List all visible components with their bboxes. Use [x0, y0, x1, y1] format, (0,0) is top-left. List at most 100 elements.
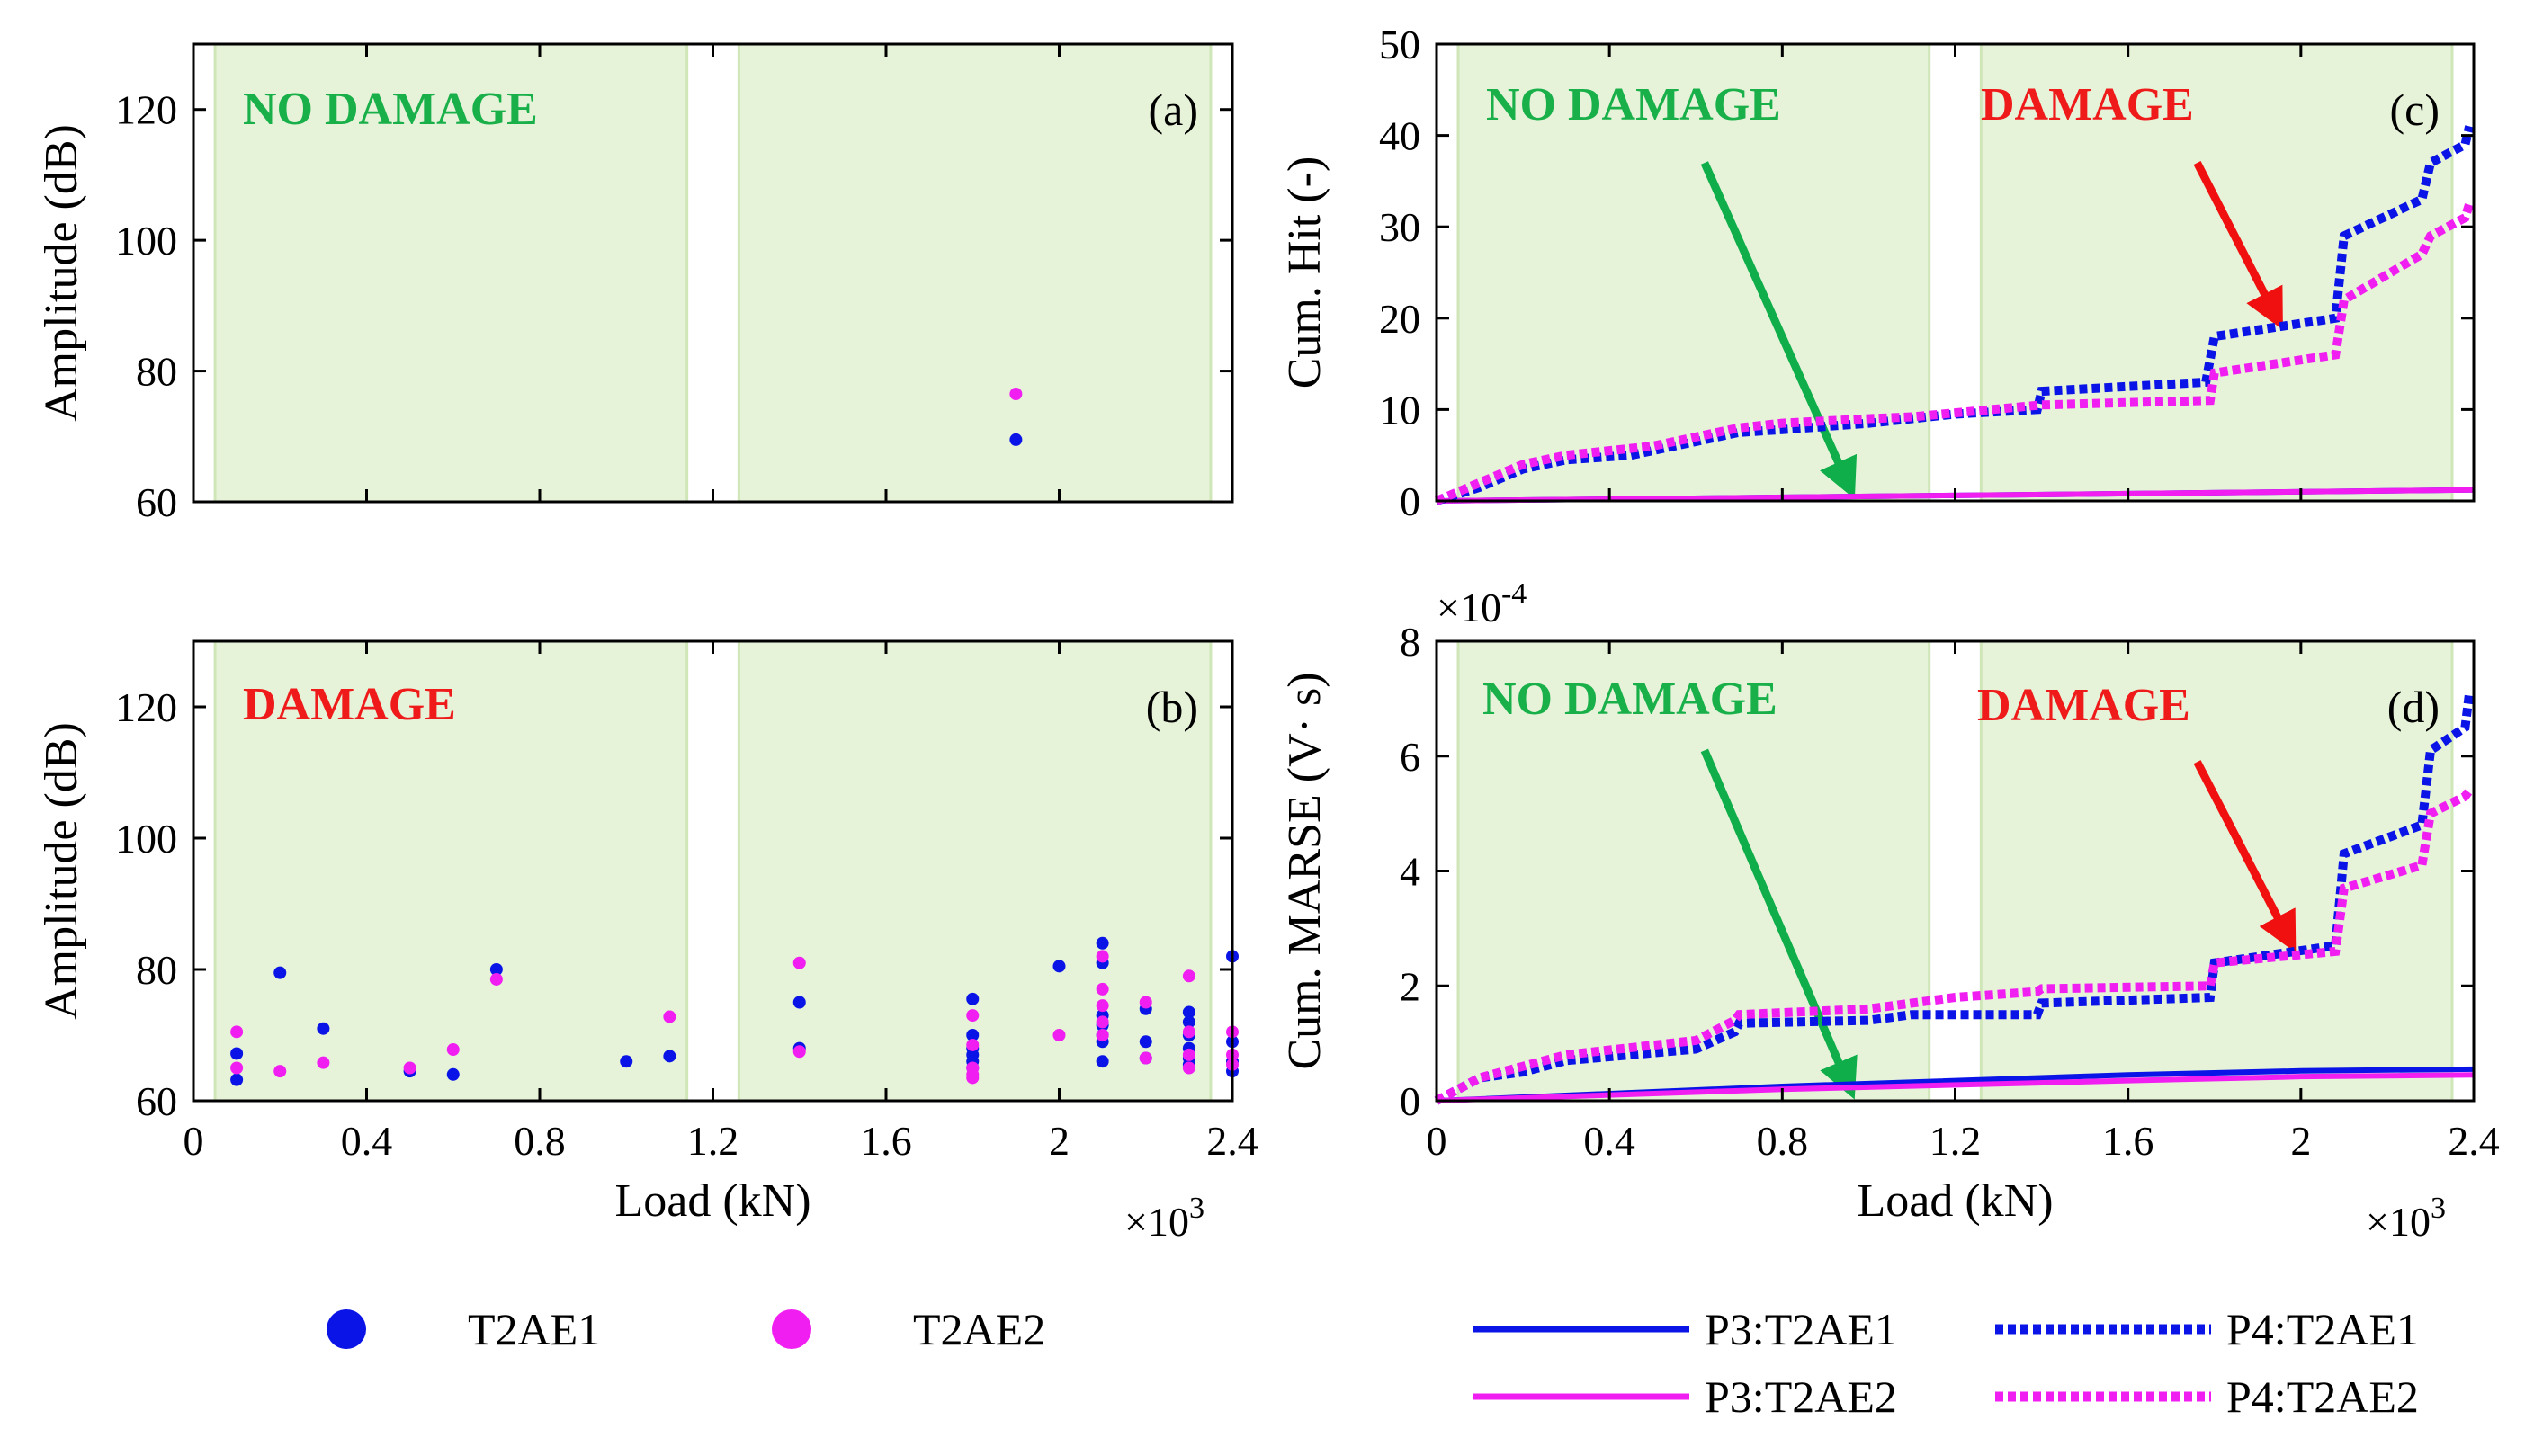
y-tick-label: 20 [1379, 296, 1420, 342]
chart-panel-c: NO DAMAGE DAMAGE (c) 0 10 20 30 40 50 Cum. Hit (-… [1279, 22, 2476, 524]
point-t2ae1 [966, 992, 980, 1005]
series-line-p4-t2ae1-dotted [1434, 692, 2475, 1105]
y-tick-label: 80 [136, 947, 177, 993]
y-tick-label: 6 [1400, 734, 1420, 780]
point-t2ae1 [489, 963, 503, 976]
shaded-region [737, 42, 1213, 504]
point-t2ae2 [1139, 1051, 1152, 1065]
x-multiplier: ×103 [2366, 1192, 2446, 1245]
point-t2ae2 [489, 972, 503, 986]
point-t2ae2 [1182, 1025, 1195, 1039]
x-multiplier: ×103 [1124, 1192, 1204, 1245]
point-t2ae2 [966, 1009, 980, 1023]
point-t2ae1 [273, 966, 287, 979]
y-tick-label: 0 [1400, 1078, 1420, 1124]
chart-panel-b: DAMAGE (b) 60 80 100 120 0 0.4 0.8 1.2 1.6 2 2.4 Ampl… [36, 639, 1258, 1245]
y-tick-label: 2 [1400, 963, 1420, 1009]
point-t2ae2 [792, 956, 806, 969]
x-axis-label: Load (kN) [614, 1175, 810, 1227]
point-t2ae2 [792, 1045, 806, 1059]
x-tick-label: 2 [1049, 1118, 1070, 1164]
y-axis-label: Cum. Hit (-) [1279, 156, 1330, 389]
y-axis-label: Cum. MARSE (V· s) [1279, 672, 1330, 1069]
shaded-region [213, 42, 689, 504]
x-tick-label: 1.6 [860, 1118, 912, 1164]
x-axis-label: Load (kN) [1857, 1175, 2053, 1227]
legend-right: P3:T2AE1 P4:T2AE1 P3:T2AE2 P4:T2AE2 [1473, 1304, 2419, 1422]
series-line-p3-t2ae2-solid [1436, 1072, 2475, 1103]
y-multiplier: ×10-4 [1437, 577, 1527, 630]
x-tick-label: 2.4 [2448, 1118, 2500, 1164]
panel-label: (d) [2387, 682, 2440, 732]
y-tick-label: 60 [136, 1078, 177, 1124]
point-t2ae2 [1009, 388, 1023, 401]
y-tick-label: 100 [115, 816, 177, 862]
legend-label: T2AE1 [468, 1304, 600, 1354]
y-tick-label: 40 [1379, 113, 1420, 159]
shaded-region [1979, 639, 2454, 1103]
x-tick-label: 0 [1427, 1118, 1447, 1164]
x-tick-label: 0 [184, 1118, 204, 1164]
point-t2ae1 [663, 1050, 676, 1063]
point-t2ae2 [1096, 982, 1109, 996]
y-tick-label: 0 [1400, 478, 1420, 524]
y-tick-label: 120 [115, 684, 177, 730]
green-arrow [1700, 748, 1858, 1100]
point-t2ae2 [273, 1065, 287, 1078]
legend-label: P4:T2AE2 [2226, 1371, 2419, 1422]
zone-label: NO DAMAGE [1482, 674, 1777, 725]
y-tick-label: 30 [1379, 204, 1420, 250]
point-t2ae1 [1139, 1035, 1152, 1049]
panel-label: (a) [1149, 85, 1199, 135]
green-arrow [1700, 161, 1858, 500]
point-t2ae2 [1182, 1048, 1195, 1061]
zone-label: NO DAMAGE [243, 84, 538, 135]
y-axis-label: Amplitude (dB) [36, 124, 87, 422]
point-t2ae2 [230, 1061, 244, 1075]
x-tick-label: 0.8 [514, 1118, 566, 1164]
point-t2ae1 [966, 1029, 980, 1041]
y-tick-label: 100 [115, 218, 177, 264]
point-t2ae1 [317, 1022, 330, 1035]
y-axis-label: Amplitude (dB) [36, 722, 87, 1020]
point-t2ae2 [1096, 999, 1109, 1013]
point-t2ae2 [317, 1056, 330, 1069]
panel-label: (c) [2390, 85, 2440, 135]
point-t2ae1 [792, 996, 806, 1009]
x-tick-label: 0.4 [341, 1118, 393, 1164]
point-t2ae2 [403, 1061, 416, 1075]
legend-label: P3:T2AE1 [1705, 1304, 1897, 1354]
point-t2ae1 [1009, 433, 1023, 446]
zone-label: DAMAGE [243, 679, 456, 730]
legend-label: P4:T2AE1 [2226, 1304, 2419, 1354]
y-tick-label: 80 [136, 349, 177, 395]
point-t2ae1 [1182, 1005, 1195, 1019]
x-tick-label: 1.2 [1930, 1118, 1982, 1164]
point-t2ae2 [1096, 950, 1109, 963]
series-line-p4-t2ae1-dotted [1435, 125, 2475, 505]
red-arrow [2193, 760, 2297, 953]
x-tick-label: 2 [2290, 1118, 2311, 1164]
point-t2ae2 [1182, 1061, 1195, 1075]
point-t2ae2 [1182, 969, 1195, 983]
chart-panel-d: NO DAMAGE DAMAGE (d) 0 2 4 6 8 0 0.4 0.8 1.2 1.6 2 2.4… [1279, 577, 2500, 1245]
y-tick-label: 10 [1379, 387, 1420, 433]
series-line-p4-t2ae2-dotted [1435, 202, 2474, 505]
point-t2ae2 [1139, 996, 1152, 1009]
shaded-region [1979, 42, 2454, 503]
series-line-p4-t2ae2-dotted [1434, 788, 2474, 1105]
x-tick-label: 1.2 [687, 1118, 739, 1164]
y-tick-label: 4 [1400, 849, 1420, 895]
point-t2ae2 [446, 1043, 460, 1057]
chart-panel-a: NO DAMAGE (a) 60 80 100 120 Amplitude (dB) [36, 42, 1234, 525]
x-tick-label: 0.8 [1757, 1118, 1809, 1164]
point-t2ae2 [966, 1071, 980, 1085]
zone-label: DAMAGE [1977, 680, 2190, 731]
point-t2ae1 [1096, 936, 1109, 950]
point-t2ae1 [230, 1073, 244, 1086]
legend-label: T2AE2 [913, 1304, 1045, 1354]
shaded-region [213, 639, 689, 1103]
legend-marker-t2ae1 [327, 1309, 366, 1349]
panel-label: (b) [1146, 682, 1198, 732]
legend-label: P3:T2AE2 [1705, 1371, 1897, 1422]
